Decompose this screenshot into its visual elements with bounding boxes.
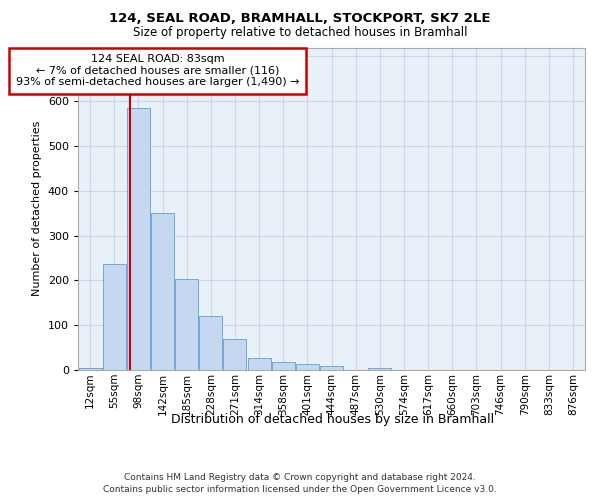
Text: Contains public sector information licensed under the Open Government Licence v3: Contains public sector information licen… xyxy=(103,485,497,494)
Y-axis label: Number of detached properties: Number of detached properties xyxy=(32,121,42,296)
Bar xyxy=(151,213,174,370)
Bar xyxy=(272,362,295,370)
Text: Distribution of detached houses by size in Bramhall: Distribution of detached houses by size … xyxy=(172,412,494,426)
Bar xyxy=(127,108,150,370)
Text: 124, SEAL ROAD, BRAMHALL, STOCKPORT, SK7 2LE: 124, SEAL ROAD, BRAMHALL, STOCKPORT, SK7… xyxy=(109,12,491,26)
Text: 124 SEAL ROAD: 83sqm
← 7% of detached houses are smaller (116)
93% of semi-detac: 124 SEAL ROAD: 83sqm ← 7% of detached ho… xyxy=(16,54,299,88)
Bar xyxy=(320,366,343,370)
Bar xyxy=(368,368,391,370)
Bar xyxy=(103,264,125,370)
Text: Contains HM Land Registry data © Crown copyright and database right 2024.: Contains HM Land Registry data © Crown c… xyxy=(124,472,476,482)
Bar xyxy=(79,368,101,370)
Bar xyxy=(199,316,222,370)
Bar xyxy=(175,279,198,370)
Bar xyxy=(296,364,319,370)
Bar xyxy=(248,358,271,370)
Bar xyxy=(223,338,247,370)
Text: Size of property relative to detached houses in Bramhall: Size of property relative to detached ho… xyxy=(133,26,467,39)
